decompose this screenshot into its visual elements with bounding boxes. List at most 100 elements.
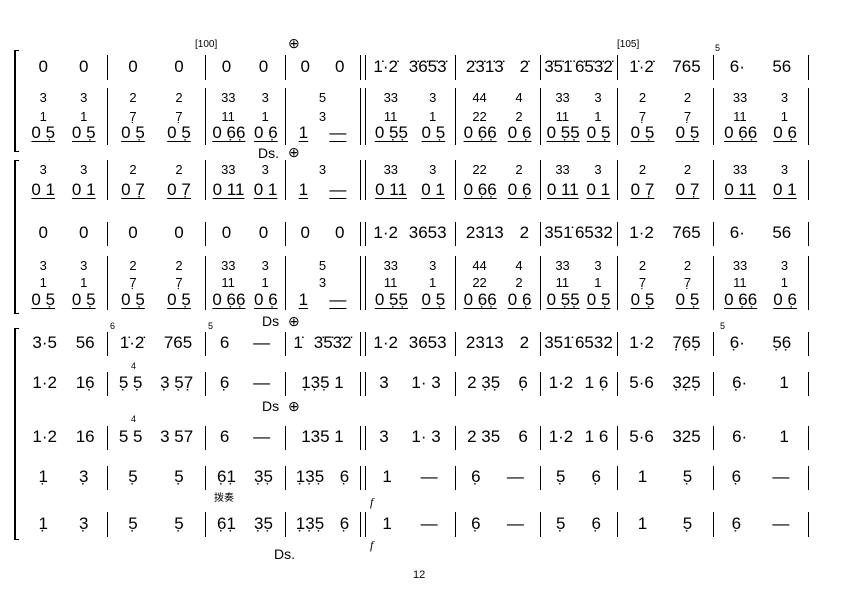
measure: 1·2 765 [620,223,710,243]
measure: 0 1 0 1 [23,180,104,200]
note-group: 1̣ [38,467,48,486]
note-group: 0 5̣5̣ [374,123,408,142]
measure: 22 2 [458,160,537,180]
note-group: 5·6 [629,427,654,446]
note-group: 0 5̣ [630,123,655,142]
note-group: 0 [79,57,89,76]
barline [285,512,286,537]
measure: 6· 56 [716,223,805,243]
barline [107,256,108,310]
note-group: — [506,467,524,486]
barline [617,55,618,80]
note-group: 0 11 [546,180,579,199]
note-group: 6̣· [732,373,748,392]
note-group: 3̣ 5̣7̣ [160,373,194,392]
note-group: 3 [261,90,269,105]
note-group: 0 5̣ [167,123,191,142]
barline [107,332,108,356]
measure: 6̣ — [716,467,805,487]
measure: 6̣· 1 [716,373,805,393]
note-group: 0 6̣ [507,180,532,199]
barline [808,372,809,396]
note-group: 0 5̣5̣ [546,290,580,309]
note-group: 33 [555,90,570,105]
note-group: 0 5̣5̣ [546,123,580,142]
note-group: 33 [221,90,236,105]
measure: 1̣ 3̣ [23,467,104,487]
note-group: 0 6̣ [773,123,797,142]
grace-note: 6 [110,321,116,331]
measure: 0 5̣ 0 5̣ [23,290,104,310]
note-group: 22 [472,275,487,290]
measure: 3 1· 3 [368,373,452,393]
measure: 6̣1̣ 3̣5̣ [208,467,282,487]
note-group: 0 6̣6̣ [724,290,758,309]
grace-note: 5 [208,321,214,331]
barline [107,88,108,145]
note-group: 6̇5̇3̇2̇ [574,57,613,76]
measure: 1— [288,123,357,143]
measure: 33 3 [368,160,452,180]
note-group: 0 7̣ [675,180,700,199]
note-group: 2 [175,90,183,105]
measure: 2̇3̇1̇3̇ 2̇ [458,57,537,77]
note-group: 1 [382,514,392,533]
note-group: 0 [258,223,269,242]
note-group: 6· [729,57,745,76]
note-group: 0 5̣ [31,290,56,309]
note-group: 4 [515,90,523,105]
measure: 1̇·2̇ 3̇6̇5̇3̇ [368,57,452,77]
measure: 33 3 [368,88,452,108]
barline [455,88,456,145]
note-group: 5 5 [118,427,143,446]
measure: 5̣ 5̣ [110,514,202,534]
note-group: 5̣ [682,514,693,533]
measure: 1·2 1 6 [543,427,614,447]
note-group: 11 [555,109,570,124]
technique-label-pizzicato: 拨奏 [214,493,234,504]
measure: 1·2 7̣6̣5̣ [620,333,710,353]
barline [205,466,206,490]
measure: 5·6 325 [620,427,710,447]
note-group: 33 [383,258,399,273]
measure: 6· 1 [716,427,805,447]
barline [713,88,714,145]
barline [360,332,361,356]
note-group: 5 [318,90,327,105]
note-group: 0 6̣ [254,123,278,142]
measure: 0 6̣6̣ 0 6̣ [458,290,537,310]
measure: 33 3 [543,88,614,108]
note-group: 0 6̣ [254,290,278,309]
measure: 1̣3̣5̣ 6̣ [288,467,357,487]
note-group: 0 [258,57,269,76]
measure: 6̣1̣ 3̣5̣ [208,514,282,534]
barline [540,88,541,145]
barline [713,160,714,200]
measure: 135 1 [288,427,357,447]
barline [540,512,541,537]
note-group: 44 [472,90,487,105]
measure: 1— [368,467,452,487]
barline [365,55,366,80]
note-group: 3 [39,90,47,105]
barline [285,256,286,310]
barline [360,160,361,200]
note-group: 2 3̣5̣ [467,373,501,392]
note-group: 1̇·2̇ [119,333,145,352]
barline [107,466,108,490]
barline [365,160,366,200]
barline [285,222,286,246]
note-group: 3·5 [32,333,57,352]
measure: 0 5̣5̣ 0 5̣ [543,290,614,310]
note-group: 1̇·2̇ [373,57,398,76]
note-group: 6 [219,333,230,352]
note-group: 6̣· [729,333,745,352]
note-group: 5̣ [682,467,693,486]
note-group: 6̣ [219,373,230,392]
note-group: 33 [732,258,748,273]
